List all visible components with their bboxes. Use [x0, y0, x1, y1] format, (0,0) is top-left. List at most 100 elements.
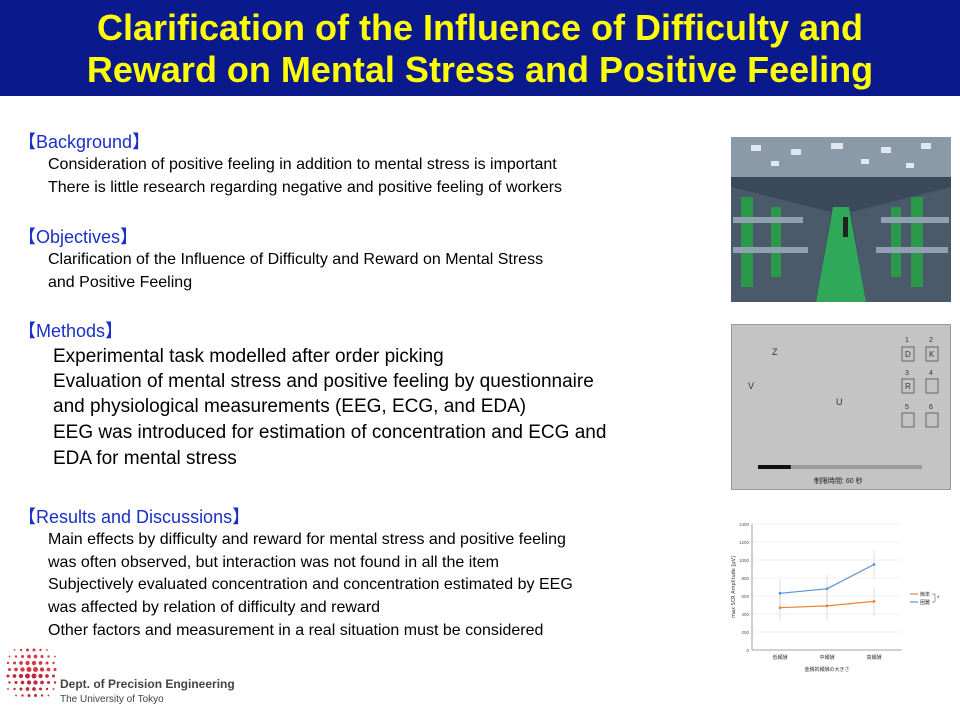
logo-dot — [53, 667, 57, 672]
data-point — [872, 600, 876, 603]
results-item: was often observed, but interaction was … — [48, 554, 499, 571]
logo-dot — [14, 680, 18, 685]
slot-letter: K — [929, 350, 935, 359]
page-title-line-1: Clarification of the Influence of Diffic… — [96, 7, 864, 48]
results-item: Other factors and measurement in a real … — [48, 622, 544, 639]
time-bar-track — [758, 465, 922, 469]
logo-dot — [7, 667, 12, 672]
slot-letter: D — [905, 350, 911, 359]
y-tick-label: 1200 — [739, 540, 750, 545]
title-banner: Clarification of the Influence of Diffic… — [0, 0, 960, 96]
logo-dot — [33, 654, 38, 659]
slot-number: 1 — [905, 337, 909, 344]
logo-dot — [14, 655, 18, 658]
logo-dot — [13, 687, 16, 691]
logo-dot — [26, 667, 32, 672]
task-screen: Z V U 1 2 3 4 5 6 D K R 制限時間: 60 秒 — [731, 324, 951, 490]
logo-university: The University of Tokyo — [60, 694, 164, 705]
logo-dot — [45, 661, 49, 665]
logo-dot — [25, 648, 30, 652]
methods-item: Experimental task modelled after order p… — [53, 346, 444, 367]
logo-dot — [47, 655, 50, 658]
logo-dot — [12, 674, 17, 678]
results-item: Subjectively evaluated concentration and… — [48, 576, 573, 593]
methods-item: EDA for mental stress — [53, 448, 237, 469]
y-tick-label: 600 — [741, 594, 749, 599]
logo-dot — [39, 648, 42, 652]
results-item: was affected by relation of difficulty a… — [48, 599, 381, 616]
slot-number: 5 — [905, 404, 909, 411]
task-letter: V — [748, 381, 754, 391]
logo-dot — [25, 660, 30, 666]
data-point — [825, 604, 829, 608]
logo-dot — [46, 680, 51, 685]
logo-dot — [33, 680, 38, 685]
logo-dot — [32, 687, 36, 691]
legend-label: 困難 — [920, 599, 930, 606]
data-point — [778, 591, 782, 595]
logo-dot — [40, 680, 44, 685]
logo-dot — [8, 681, 11, 684]
objectives-item: and Positive Feeling — [48, 274, 193, 291]
x-axis-label: 金銭的報酬の大きさ — [804, 666, 849, 673]
logo-dot — [54, 655, 56, 658]
logo-dot — [40, 694, 44, 697]
slot-number: 2 — [929, 337, 933, 344]
logo-dot — [39, 667, 45, 672]
logo-dot — [38, 687, 43, 691]
logo-dot — [46, 649, 48, 651]
logo-dot — [27, 654, 31, 659]
data-point — [872, 563, 876, 566]
significance-mark: * — [937, 596, 940, 602]
scr-chart: 0 200 400 600 800 1000 1200 1400 低報酬 中報酬 高報酬 金銭的報酬の… — [712, 516, 942, 678]
page-title-line-2: Reward on Mental Stress and Positive Fee… — [86, 49, 874, 90]
logo-dot — [20, 667, 25, 672]
methods-item: Evaluation of mental stress and positive… — [53, 371, 594, 392]
results-item: Main effects by difficulty and reward fo… — [48, 531, 566, 548]
x-tick-label: 低報酬 — [772, 654, 787, 661]
y-tick-label: 1000 — [739, 558, 750, 563]
background-item: There is little research regarding negat… — [48, 179, 563, 196]
slot-letter: R — [905, 382, 911, 391]
logo-dot — [19, 661, 23, 665]
time-bar-fill — [758, 465, 791, 469]
results-heading: 【Results and Discussions】 — [18, 507, 251, 527]
logo-dot — [14, 667, 18, 672]
logo-dot — [53, 681, 57, 684]
logo-dot — [18, 673, 24, 679]
logo-dot — [19, 648, 23, 652]
logo-dot — [20, 654, 25, 659]
logo-dot — [52, 661, 55, 665]
logo-dot — [51, 674, 56, 678]
logo-dot — [45, 687, 49, 691]
background-heading: 【Background】 — [18, 132, 151, 152]
logo-dot — [26, 680, 32, 685]
legend-label: 簡単 — [920, 591, 930, 598]
slot-number: 6 — [929, 404, 933, 411]
background-item: Consideration of positive feeling in add… — [48, 156, 557, 173]
y-axis-label: max SCR Amplitude [μV] — [731, 556, 737, 618]
time-limit-label: 制限時間: 60 秒 — [814, 476, 863, 485]
logo-dot — [31, 673, 37, 679]
y-tick-label: 200 — [741, 630, 749, 635]
logo-dot — [7, 688, 9, 690]
slot-number: 4 — [929, 370, 933, 377]
university-logo — [2, 644, 60, 706]
logo-dot — [8, 655, 11, 658]
logo-dot — [19, 687, 23, 691]
logo-dot — [15, 694, 17, 697]
logo-dot — [52, 688, 55, 690]
x-tick-label: 高報酬 — [866, 654, 881, 661]
logo-dot — [33, 667, 38, 672]
y-tick-label: 1400 — [739, 522, 750, 527]
y-tick-label: 800 — [741, 576, 749, 581]
logo-dot — [47, 694, 50, 697]
y-tick-label: 400 — [741, 612, 749, 617]
objectives-item: Clarification of the Influence of Diffic… — [48, 251, 544, 268]
logo-dot — [6, 674, 10, 678]
methods-item: and physiological measurements (EEG, ECG… — [53, 396, 527, 417]
y-tick-label: 0 — [746, 648, 749, 653]
methods-item: EEG was introduced for estimation of con… — [53, 422, 607, 443]
methods-heading: 【Methods】 — [18, 321, 124, 341]
logo-dot — [12, 661, 17, 665]
